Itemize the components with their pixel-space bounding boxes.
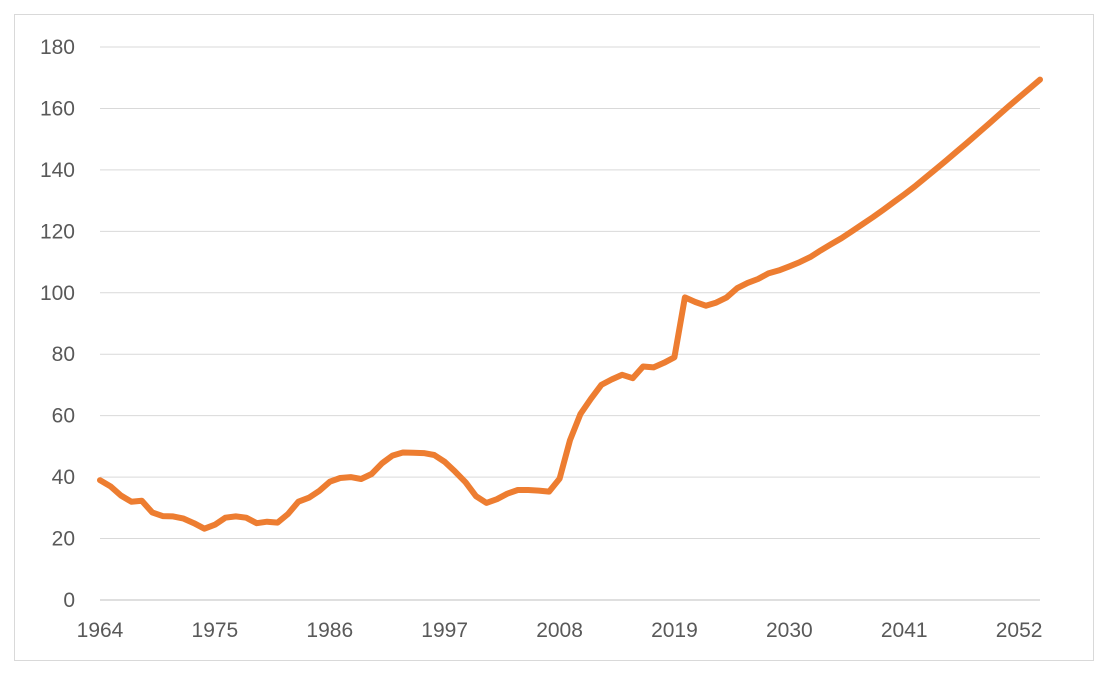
y-tick-label: 80 <box>52 343 75 366</box>
y-tick-label: 120 <box>40 220 75 243</box>
x-tick-label: 2030 <box>766 619 813 642</box>
y-tick-label: 0 <box>63 589 75 612</box>
x-tick-label: 1997 <box>421 619 468 642</box>
x-tick-label: 1964 <box>77 619 124 642</box>
series-line <box>97 76 1043 532</box>
y-tick-label: 20 <box>52 528 75 551</box>
y-tick-label: 160 <box>40 97 75 120</box>
y-tick-labels: 0 20 40 60 80 100 120 140 160 180 <box>40 36 75 612</box>
x-tick-labels: 1964 1975 1986 1997 2008 2019 2030 2041 2052 <box>77 619 1043 642</box>
y-tick-label: 40 <box>52 466 75 489</box>
y-tick-label: 180 <box>40 36 75 59</box>
x-tick-label: 1986 <box>306 619 353 642</box>
chart-frame <box>14 14 1094 661</box>
series-group <box>97 76 1043 532</box>
y-tick-label: 60 <box>52 405 75 428</box>
y-tick-label: 100 <box>40 282 75 305</box>
gridlines <box>100 46 1040 540</box>
y-tick-label: 140 <box>40 159 75 182</box>
x-tick-label: 2041 <box>881 619 928 642</box>
x-tick-label: 2052 <box>996 619 1043 642</box>
x-tick-label: 1975 <box>192 619 239 642</box>
x-tick-label: 2019 <box>651 619 698 642</box>
x-tick-label: 2008 <box>536 619 583 642</box>
